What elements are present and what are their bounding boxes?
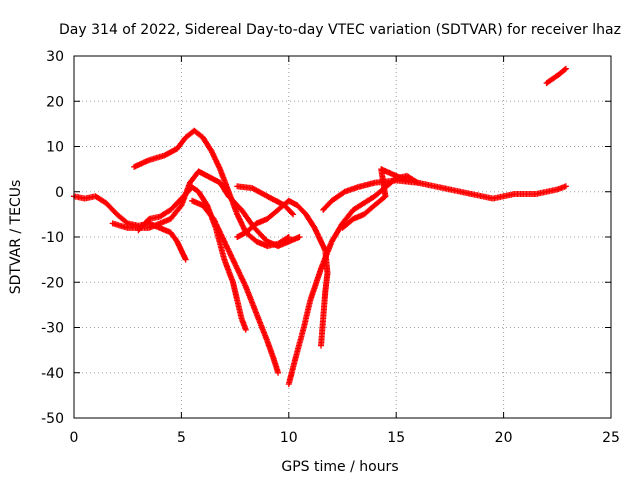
chart-title: Day 314 of 2022, Sidereal Day-to-day VTE… [59, 22, 621, 38]
y-tick-label: 0 [55, 185, 64, 201]
x-tick-label: 0 [70, 430, 79, 446]
y-axis-label: SDTVAR / TECUs [8, 180, 24, 295]
series-markers [543, 65, 569, 87]
y-tick-label: -20 [41, 275, 64, 291]
series-markers [320, 177, 569, 213]
x-tick-label: 5 [177, 430, 186, 446]
series-track-6 [234, 197, 331, 349]
series-markers [189, 197, 282, 376]
series-track-10 [320, 177, 569, 213]
grid-lines [74, 56, 611, 418]
y-tick-label: -50 [41, 411, 64, 427]
y-tick-label: -10 [41, 230, 64, 246]
y-tick-label: 10 [46, 140, 64, 156]
series-markers [131, 127, 292, 250]
series-track-2 [131, 127, 292, 250]
series-track-9 [234, 183, 297, 218]
y-tick-label: 20 [46, 94, 64, 110]
series-markers [339, 166, 410, 231]
series-markers [234, 183, 297, 218]
series-markers [234, 197, 331, 349]
y-tick-label: -40 [41, 366, 64, 382]
y-tick-label: 30 [46, 49, 64, 65]
data-series [71, 65, 569, 388]
y-tick-label: -30 [41, 321, 64, 337]
x-tick-label: 25 [602, 430, 620, 446]
axis-ticks: 0 5 10 15 20 25 -50 -40 -30 -20 -10 0 10 20 30 [41, 49, 620, 446]
x-axis-label: GPS time / hours [281, 459, 398, 475]
x-tick-label: 10 [280, 430, 298, 446]
x-tick-label: 15 [387, 430, 405, 446]
series-track-8 [339, 166, 410, 231]
series-track-5 [189, 197, 282, 376]
series-track-11 [543, 65, 569, 87]
x-tick-label: 20 [495, 430, 513, 446]
